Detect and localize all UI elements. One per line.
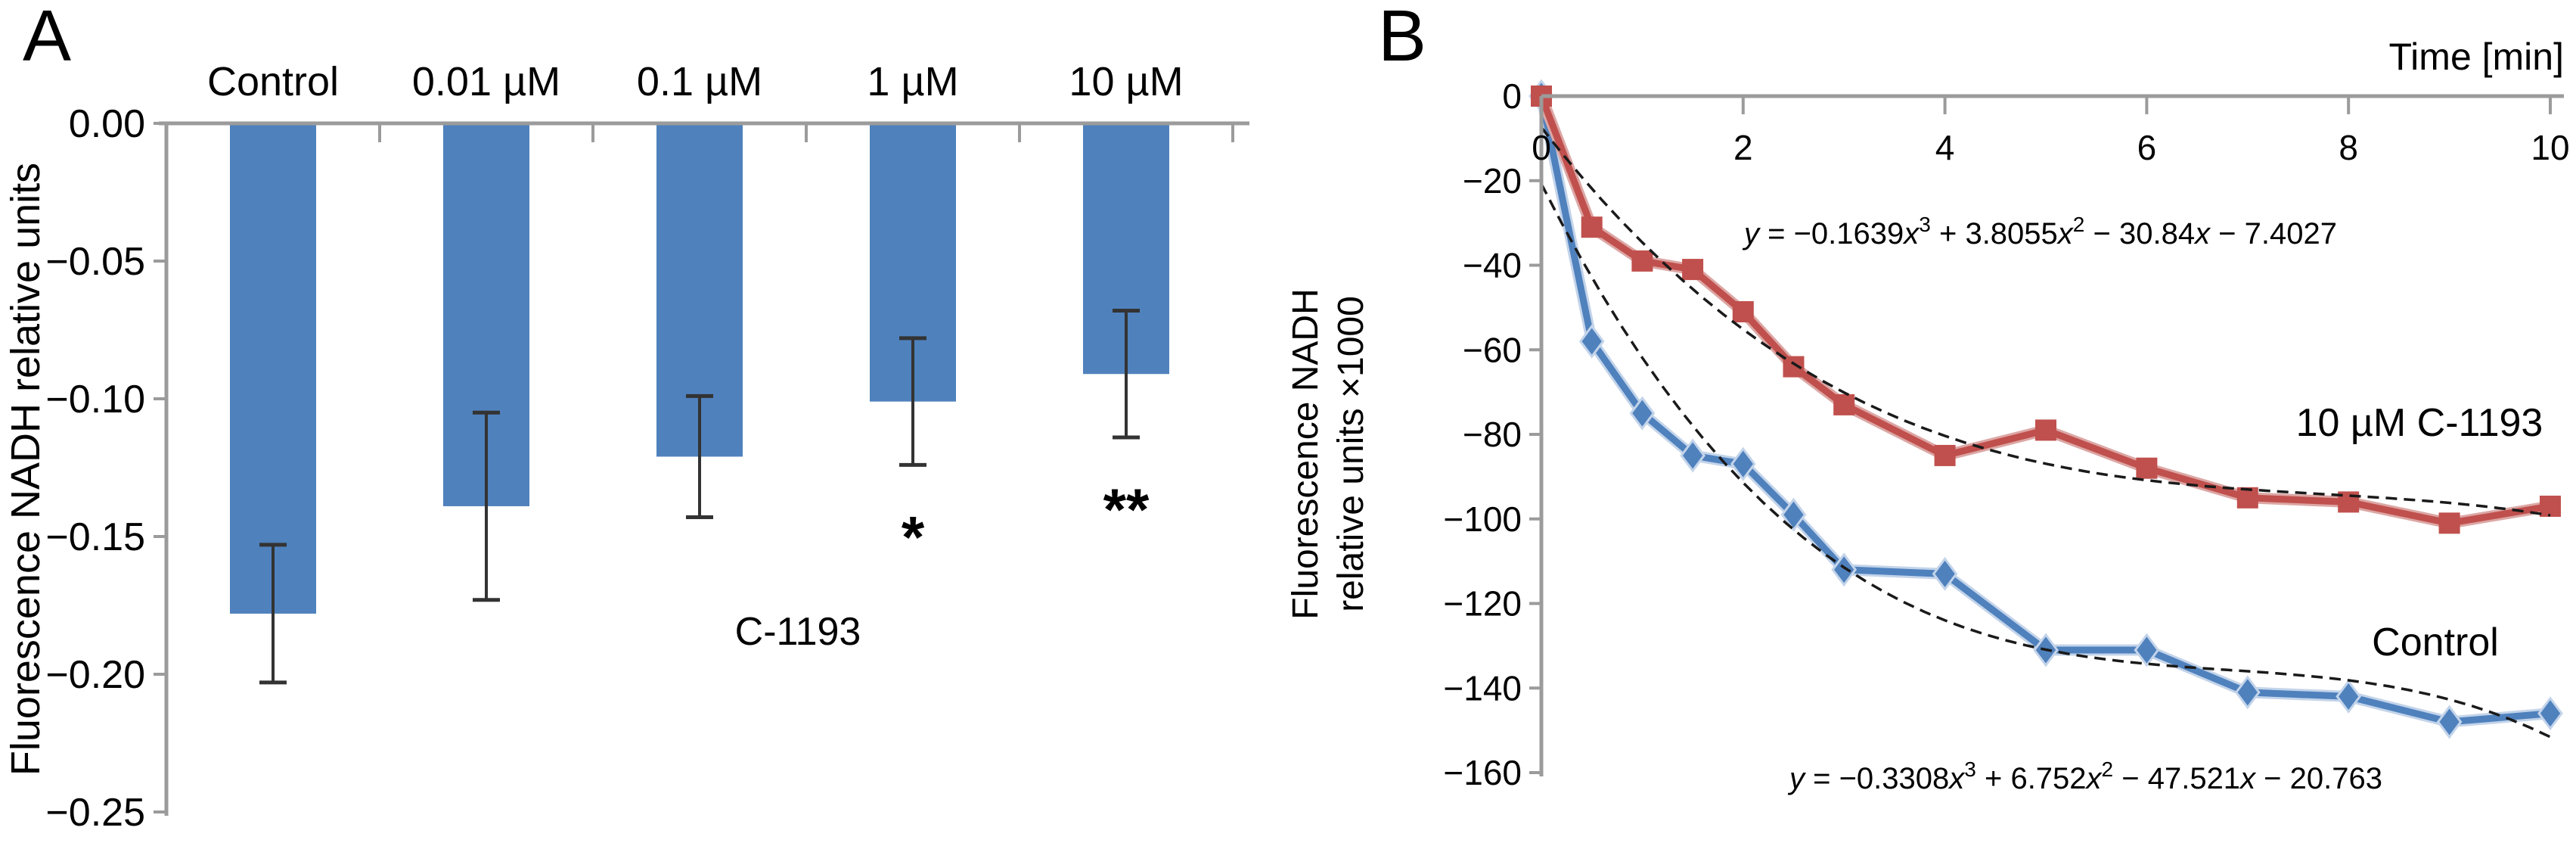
significance-marker: * — [902, 503, 925, 570]
trendline-equation-treated: y = −0.1639x3 + 3.8055x2 − 30.84x − 7.40… — [1742, 213, 2337, 250]
panel-b-y-tick-label: −100 — [1443, 499, 1522, 539]
panel-b-x-axis-title: Time [min] — [2389, 36, 2565, 78]
panel-a-y-tick-label: −0.15 — [45, 515, 145, 559]
panel-b-x-tick-label: 8 — [2339, 128, 2358, 167]
panel-a-y-tick-label: −0.25 — [45, 791, 145, 835]
panel-b-y-tick-label: −80 — [1463, 415, 1522, 454]
marker-diamond — [1629, 396, 1656, 431]
marker-square — [1581, 216, 1603, 238]
panel-a-category-label: 1 µM — [867, 59, 958, 104]
marker-square — [1833, 394, 1855, 415]
marker-square — [2438, 512, 2460, 534]
marker-diamond — [2234, 675, 2261, 710]
panel-a-category-label: 10 µM — [1069, 59, 1183, 104]
marker-diamond — [2134, 633, 2160, 667]
panel-a-y-tick-label: −0.20 — [45, 653, 145, 697]
bar-1 — [230, 123, 316, 614]
panel-b-y-axis-title-line2: relative units ×1000 — [1331, 296, 1371, 612]
panel-b-y-tick-label: −160 — [1443, 753, 1522, 792]
marker-square — [2136, 457, 2158, 479]
trendline — [1540, 126, 2551, 517]
series-label-control: Control — [2372, 621, 2499, 664]
marker-diamond — [2335, 679, 2362, 714]
trendline-equation-control: y = −0.3308x3 + 6.752x2 − 47.521x − 20.7… — [1787, 757, 2382, 795]
panel-b-y-tick-label: −140 — [1443, 668, 1522, 708]
panel-a-category-label: 0.01 µM — [412, 59, 560, 104]
panel-a-y-tick-label: 0.00 — [69, 102, 145, 146]
panel-b-x-tick-label: 10 — [2531, 128, 2569, 167]
marker-square — [1934, 444, 1956, 466]
panel-a: A Fluorescence NADH relative units Contro… — [0, 0, 1286, 843]
marker-diamond — [1831, 552, 1858, 587]
panel-b-y-axis-title-line1: Fluorescence NADH — [1286, 288, 1326, 619]
marker-diamond — [1680, 438, 1705, 473]
panel-b-y-tick-label: −20 — [1463, 161, 1522, 201]
panel-a-y-tick-label: −0.05 — [45, 240, 145, 284]
trendline — [1540, 183, 2551, 739]
panel-b-x-tick-label: 6 — [2137, 128, 2157, 167]
panel-a-category-label: 0.1 µM — [637, 59, 762, 104]
series-label-treated: 10 µM C-1193 — [2296, 401, 2543, 445]
panel-b-y-tick-label: −40 — [1463, 246, 1522, 285]
panel-b-y-tick-label: 0 — [1502, 76, 1522, 116]
panel-a-label: A — [23, 0, 72, 76]
panel-a-y-axis-title: Fluorescence NADH relative units — [3, 163, 48, 776]
panel-b-label: B — [1378, 0, 1427, 76]
panel-b: B 0 2 4 6 8 10 0 −20 −40 −60 −80 −100 −120 −140 −160 Ti… — [1286, 0, 2576, 843]
marker-square — [1682, 259, 1704, 281]
panel-b-x-tick-label: 0 — [1532, 128, 1551, 167]
panel-b-x-tick-label: 4 — [1935, 128, 1955, 167]
panel-a-annotation: C-1193 — [735, 610, 861, 654]
marker-diamond — [1578, 324, 1605, 359]
marker-square — [2035, 419, 2056, 441]
marker-diamond — [2436, 705, 2463, 739]
panel-b-y-tick-label: −60 — [1463, 330, 1522, 369]
panel-a-y-tick-label: −0.10 — [45, 378, 145, 422]
series-line-control — [1538, 95, 2551, 726]
panel-b-y-tick-label: −120 — [1443, 584, 1522, 624]
panel-a-category-label: Control — [207, 59, 339, 104]
panel-b-line-chart: 0 2 4 6 8 10 0 −20 −40 −60 −80 −100 −120 −140 −160 Time… — [1286, 36, 2570, 795]
marker-diamond — [1730, 446, 1756, 481]
marker-diamond — [1780, 497, 1807, 532]
panel-b-x-tick-label: 2 — [1733, 128, 1753, 167]
significance-marker: ** — [1103, 476, 1150, 543]
marker-diamond — [1932, 556, 1958, 591]
panel-a-bar-chart: Fluorescence NADH relative units Control 0… — [3, 59, 1249, 835]
marker-square — [2540, 495, 2561, 517]
marker-square — [1732, 300, 1754, 322]
marker-square — [1631, 250, 1653, 272]
marker-diamond — [2537, 696, 2563, 731]
